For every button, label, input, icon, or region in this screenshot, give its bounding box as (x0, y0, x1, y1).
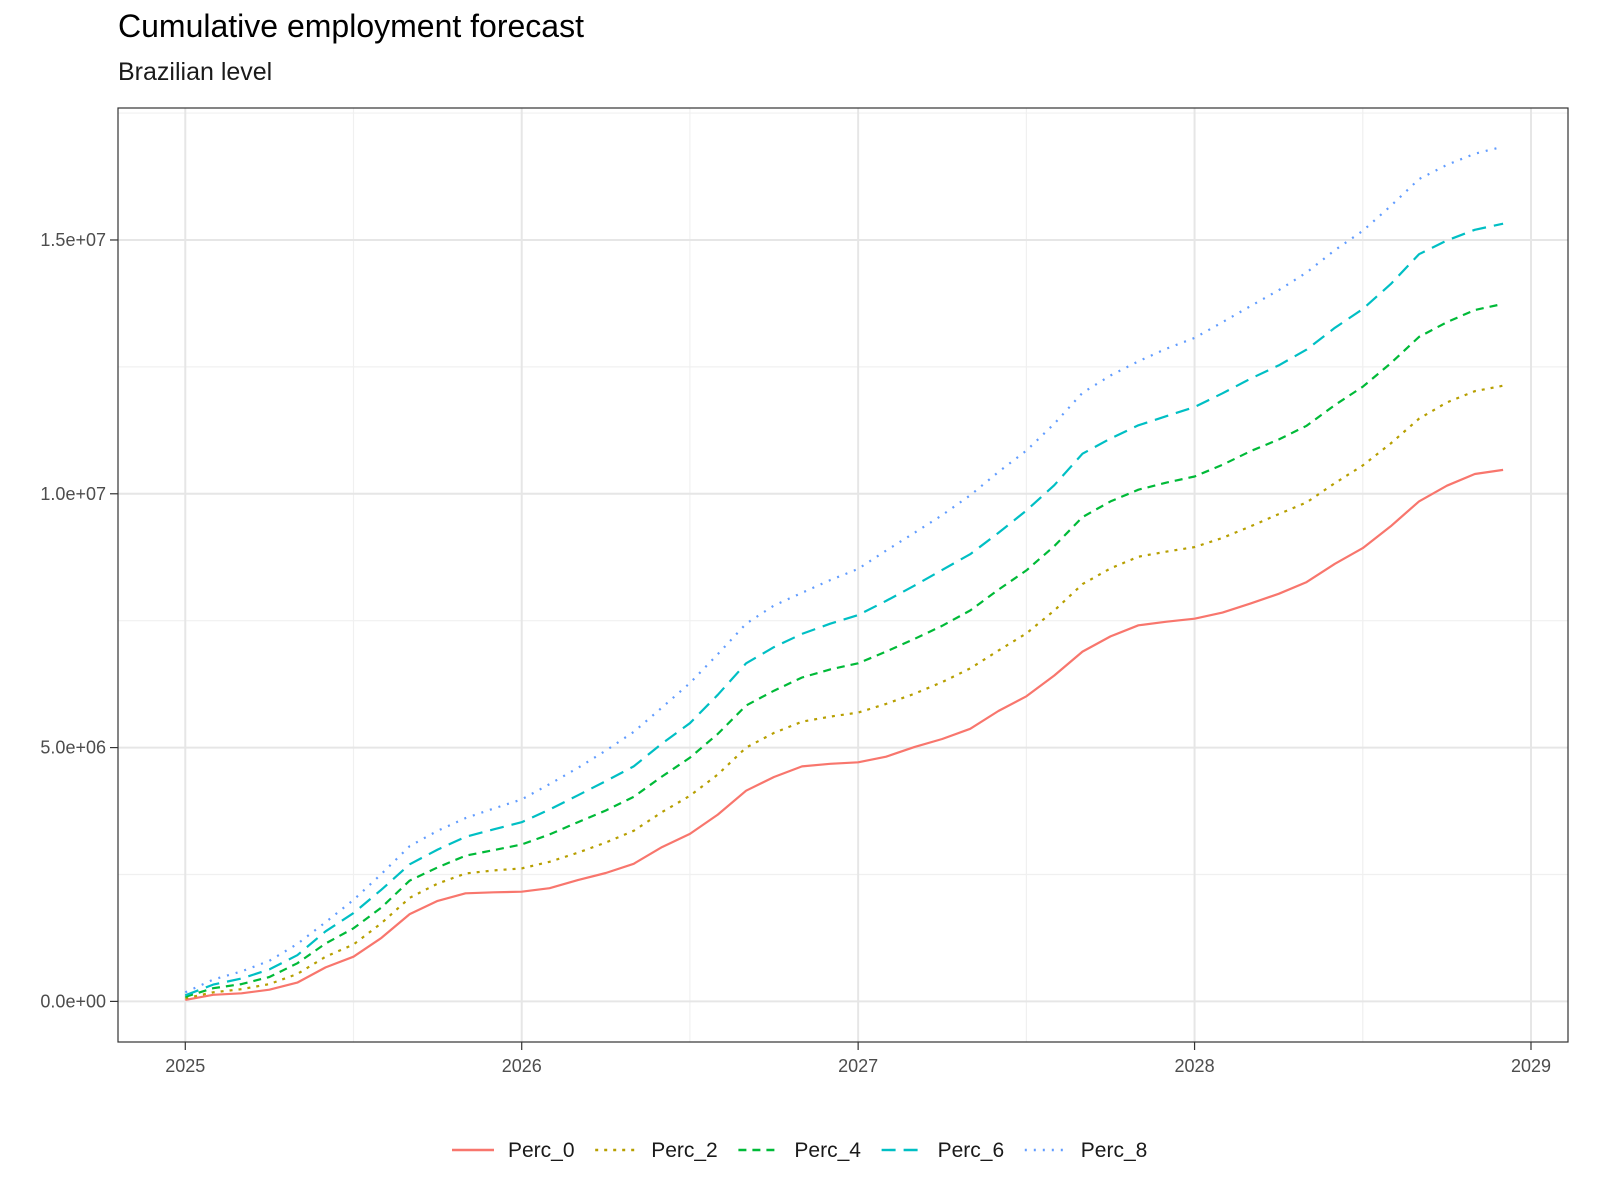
y-tick-label: 1.0e+07 (40, 484, 106, 504)
legend-label-perc-8: Perc_8 (1081, 1139, 1148, 1162)
x-tick-label: 2028 (1175, 1056, 1215, 1076)
legend-label-perc-6: Perc_6 (938, 1139, 1005, 1162)
series-line-perc-6 (184, 222, 1504, 997)
y-tick-label: 5.0e+06 (40, 738, 106, 758)
chart-title: Cumulative employment forecast (118, 8, 584, 44)
chart-subtitle: Brazilian level (118, 58, 273, 86)
series-line-perc-0 (185, 468, 1504, 1001)
plot-panel-border (117, 107, 1569, 1043)
plot-panel-background (118, 108, 1568, 1042)
legend-label-perc-2: Perc_2 (651, 1139, 718, 1162)
x-tick-label: 2025 (165, 1056, 205, 1076)
legend-label-perc-4: Perc_4 (794, 1139, 861, 1162)
x-tick-label: 2026 (502, 1056, 542, 1076)
series-line-perc-2 (185, 384, 1504, 1000)
series-lines (184, 145, 1504, 1001)
series-line-perc-4 (184, 302, 1504, 998)
legend-label-perc-0: Perc_0 (508, 1139, 575, 1162)
x-tick-label: 2029 (1511, 1056, 1551, 1076)
axes: 2025 2026 2027 2028 2029 0.0e+00 5.0e+06 1.0e+0… (40, 230, 1551, 1076)
y-tick-label: 0.0e+00 (40, 991, 106, 1011)
x-tick-label: 2027 (838, 1056, 878, 1076)
gridlines (118, 108, 1568, 1042)
y-tick-label: 1.5e+07 (40, 230, 106, 250)
legend: Perc_0 Perc_2 Perc_4 Perc_6 Perc_8 (452, 1139, 1147, 1162)
